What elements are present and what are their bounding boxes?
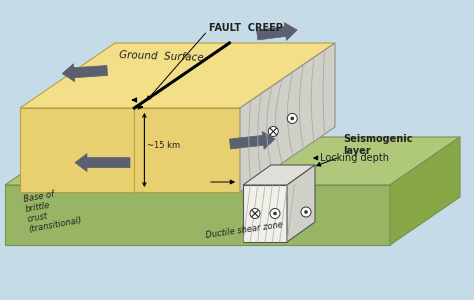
Circle shape (273, 212, 277, 215)
Polygon shape (287, 165, 315, 242)
Circle shape (304, 210, 308, 214)
Polygon shape (5, 185, 390, 245)
Polygon shape (20, 43, 229, 108)
Text: Ground  Surface: Ground Surface (119, 50, 204, 63)
Polygon shape (240, 43, 335, 192)
Polygon shape (5, 137, 460, 185)
Circle shape (287, 113, 297, 124)
Circle shape (301, 207, 311, 217)
Text: Locking depth: Locking depth (320, 153, 389, 163)
Circle shape (250, 208, 260, 218)
Text: Base of
brittle
crust
(transitional): Base of brittle crust (transitional) (23, 185, 83, 235)
Polygon shape (20, 108, 135, 192)
Polygon shape (229, 131, 275, 149)
Polygon shape (390, 137, 460, 245)
Polygon shape (75, 154, 130, 172)
Polygon shape (135, 108, 240, 192)
Polygon shape (243, 185, 287, 242)
Polygon shape (62, 64, 108, 82)
Circle shape (268, 126, 278, 136)
Text: ~15 km: ~15 km (147, 140, 181, 149)
Polygon shape (243, 165, 315, 185)
Text: FAULT  CREEP: FAULT CREEP (210, 23, 283, 33)
Text: Seismogenic
layer: Seismogenic layer (343, 134, 412, 156)
Polygon shape (135, 43, 335, 108)
Polygon shape (256, 22, 297, 40)
Circle shape (270, 208, 280, 218)
Circle shape (291, 117, 294, 120)
Text: Ductile shear zone: Ductile shear zone (205, 220, 283, 240)
